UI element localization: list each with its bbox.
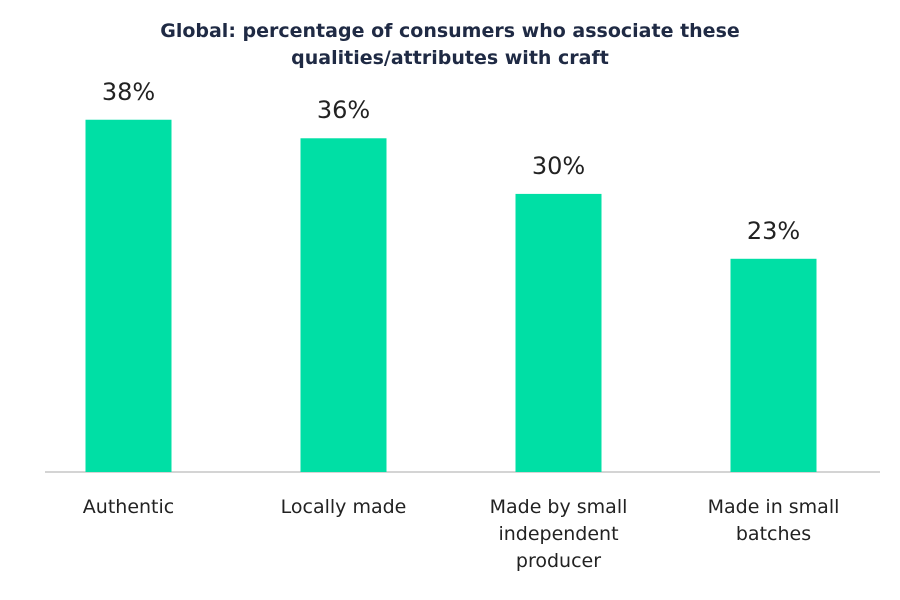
x-tick-label: Locally made <box>280 496 407 518</box>
bar <box>85 119 172 473</box>
data-label: 36% <box>316 96 371 125</box>
chart-title: Global: percentage of consumers who asso… <box>160 20 740 69</box>
data-label: 23% <box>746 216 801 245</box>
bar <box>515 193 602 472</box>
data-label: 30% <box>531 151 586 180</box>
x-tick-label: Made in small batches <box>707 496 840 545</box>
bar <box>730 258 817 472</box>
x-tick-label: Authentic <box>82 496 175 518</box>
x-tick-label: Made by small independent producer <box>489 496 628 572</box>
bar <box>300 138 387 472</box>
data-label: 38% <box>101 77 156 106</box>
